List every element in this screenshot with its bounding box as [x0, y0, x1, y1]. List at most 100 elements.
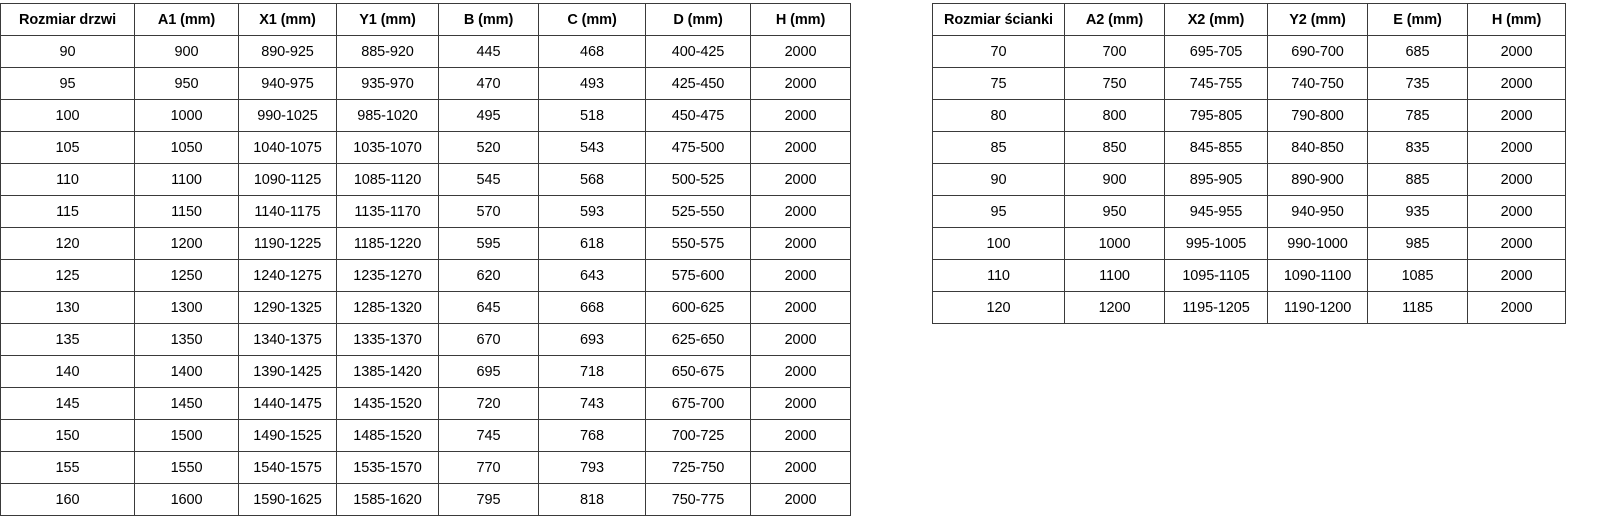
- table-cell: 940-950: [1267, 195, 1368, 228]
- table-cell: 150: [0, 419, 135, 452]
- table-row: 150 1500 1490-1525 1485-1520 745 768 700-725 20…: [0, 419, 851, 452]
- table-cell: 545: [438, 163, 539, 196]
- table-cell: 525-550: [645, 195, 751, 228]
- table-cell: 475-500: [645, 131, 751, 164]
- table-cell: 2000: [750, 387, 851, 420]
- table-cell: 100: [932, 227, 1065, 260]
- table-cell: 1095-1105: [1164, 259, 1268, 292]
- table-cell: 700: [1064, 35, 1165, 68]
- table-cell: 2000: [1467, 259, 1566, 292]
- table-cell: 1085: [1367, 259, 1468, 292]
- column-header-y1: Y1 (mm): [336, 3, 439, 36]
- table-cell: 1000: [1064, 227, 1165, 260]
- table-cell: 1100: [134, 163, 239, 196]
- table-cell: 990-1025: [238, 99, 337, 132]
- table-cell: 985-1020: [336, 99, 439, 132]
- table-cell: 2000: [750, 483, 851, 516]
- table-cell: 850: [1064, 131, 1165, 164]
- table-row: 80 800 795-805 790-800 785 2000: [932, 99, 1566, 132]
- table-cell: 935: [1367, 195, 1468, 228]
- table-cell: 695-705: [1164, 35, 1268, 68]
- table-cell: 400-425: [645, 35, 751, 68]
- column-header-e: E (mm): [1367, 3, 1468, 36]
- column-header-a1: A1 (mm): [134, 3, 239, 36]
- table-cell: 518: [538, 99, 646, 132]
- table-cell: 1550: [134, 451, 239, 484]
- table-cell: 1335-1370: [336, 323, 439, 356]
- table-row: 110 1100 1090-1125 1085-1120 545 568 500-525 20…: [0, 163, 851, 196]
- table-cell: 70: [932, 35, 1065, 68]
- table-cell: 1450: [134, 387, 239, 420]
- table-cell: 575-600: [645, 259, 751, 292]
- table-cell: 2000: [1467, 67, 1566, 100]
- table-cell: 645: [438, 291, 539, 324]
- table-cell: 940-975: [238, 67, 337, 100]
- table-cell: 800: [1064, 99, 1165, 132]
- table-cell: 1485-1520: [336, 419, 439, 452]
- table-cell: 110: [932, 259, 1065, 292]
- table-row: 100 1000 995-1005 990-1000 985 2000: [932, 227, 1566, 260]
- table-cell: 740-750: [1267, 67, 1368, 100]
- table-cell: 718: [538, 355, 646, 388]
- table-cell: 2000: [750, 67, 851, 100]
- table-cell: 593: [538, 195, 646, 228]
- table-row: 115 1150 1140-1175 1135-1170 570 593 525-550 20…: [0, 195, 851, 228]
- table-cell: 1235-1270: [336, 259, 439, 292]
- table-row: 90 900 890-925 885-920 445 468 400-425 2000: [0, 35, 851, 68]
- table-cell: 900: [134, 35, 239, 68]
- table-cell: 1240-1275: [238, 259, 337, 292]
- table-cell: 85: [932, 131, 1065, 164]
- table-row: 125 1250 1240-1275 1235-1270 620 643 575-600 20…: [0, 259, 851, 292]
- table-cell: 1185: [1367, 291, 1468, 324]
- table-cell: 550-575: [645, 227, 751, 260]
- table-cell: 990-1000: [1267, 227, 1368, 260]
- table-cell: 818: [538, 483, 646, 516]
- table-cell: 1600: [134, 483, 239, 516]
- table-header-row: Rozmiar drzwi A1 (mm) X1 (mm) Y1 (mm) B …: [0, 3, 851, 36]
- table-cell: 95: [932, 195, 1065, 228]
- table-cell: 2000: [1467, 131, 1566, 164]
- column-header-x2: X2 (mm): [1164, 3, 1268, 36]
- table-row: 145 1450 1440-1475 1435-1520 720 743 675-700 20…: [0, 387, 851, 420]
- table-cell: 1200: [1064, 291, 1165, 324]
- table-cell: 768: [538, 419, 646, 452]
- column-header-rozmiar-scianki: Rozmiar ścianki: [932, 3, 1065, 36]
- table-cell: 425-450: [645, 67, 751, 100]
- table-cell: 750-775: [645, 483, 751, 516]
- column-header-d: D (mm): [645, 3, 751, 36]
- table-cell: 885-920: [336, 35, 439, 68]
- table-cell: 795: [438, 483, 539, 516]
- table-row: 75 750 745-755 740-750 735 2000: [932, 67, 1566, 100]
- table-cell: 130: [0, 291, 135, 324]
- table-cell: 470: [438, 67, 539, 100]
- table-cell: 155: [0, 451, 135, 484]
- table-cell: 1090-1100: [1267, 259, 1368, 292]
- table-cell: 1290-1325: [238, 291, 337, 324]
- table-cell: 90: [932, 163, 1065, 196]
- table-cell: 1285-1320: [336, 291, 439, 324]
- table-cell: 1200: [134, 227, 239, 260]
- table-cell: 1085-1120: [336, 163, 439, 196]
- table-cell: 125: [0, 259, 135, 292]
- table-cell: 1400: [134, 355, 239, 388]
- table-cell: 845-855: [1164, 131, 1268, 164]
- table-cell: 90: [0, 35, 135, 68]
- column-header-h: H (mm): [1467, 3, 1566, 36]
- table-row: 135 1350 1340-1375 1335-1370 670 693 625-650 20…: [0, 323, 851, 356]
- table-cell: 1040-1075: [238, 131, 337, 164]
- table-cell: 1190-1225: [238, 227, 337, 260]
- door-size-table: Rozmiar drzwi A1 (mm) X1 (mm) Y1 (mm) B …: [0, 3, 851, 516]
- table-cell: 145: [0, 387, 135, 420]
- table-cell: 95: [0, 67, 135, 100]
- table-row: 140 1400 1390-1425 1385-1420 695 718 650-675 20…: [0, 355, 851, 388]
- table-header-row: Rozmiar ścianki A2 (mm) X2 (mm) Y2 (mm) …: [932, 3, 1566, 36]
- column-header-y2: Y2 (mm): [1267, 3, 1368, 36]
- table-cell: 2000: [750, 291, 851, 324]
- table-cell: 1340-1375: [238, 323, 337, 356]
- table-row: 160 1600 1590-1625 1585-1620 795 818 750-775 20…: [0, 483, 851, 516]
- table-cell: 785: [1367, 99, 1468, 132]
- table-cell: 1490-1525: [238, 419, 337, 452]
- table-cell: 890-900: [1267, 163, 1368, 196]
- table-cell: 1350: [134, 323, 239, 356]
- table-row: 100 1000 990-1025 985-1020 495 518 450-475 2000: [0, 99, 851, 132]
